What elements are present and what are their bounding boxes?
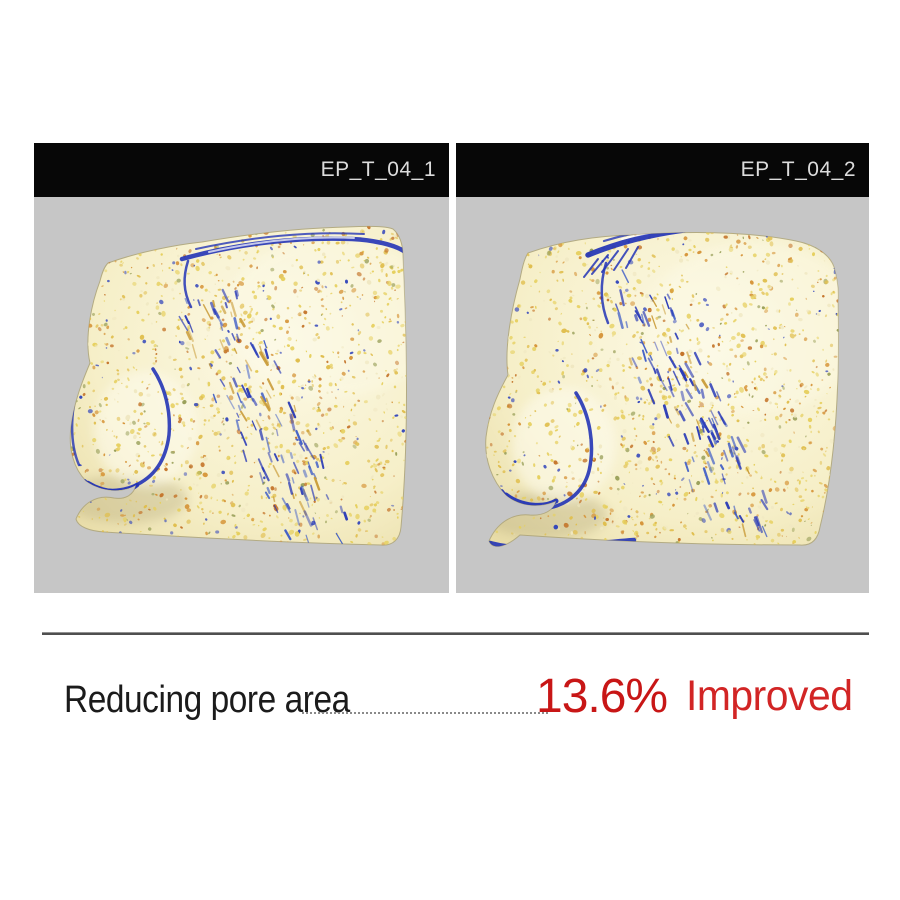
nose-highlight — [94, 371, 198, 487]
scan-panel-after-header: EP_T_04_2 — [456, 143, 869, 197]
result-label: Reducing pore area — [64, 679, 350, 721]
scan-image-before — [34, 197, 449, 593]
eye-crease-highlight — [621, 232, 787, 240]
result-status: Improved — [686, 672, 853, 720]
inner-eye-corner-line — [600, 261, 610, 325]
cheek-highlight — [646, 242, 839, 412]
pore-speckle-texture — [485, 232, 839, 547]
scan-panel-before: EP_T_04_1 — [34, 143, 449, 593]
nose-highlight — [512, 387, 616, 503]
scan-label-after: EP_T_04_2 — [740, 158, 856, 181]
scan-3d-render-before — [69, 225, 407, 546]
scan-image-after — [456, 197, 869, 593]
dotted-leader-line — [302, 710, 548, 714]
cheek-highlight — [224, 237, 407, 397]
result-row: Reducing pore area 13.6% Improved — [0, 660, 900, 724]
eye-crease-highlight — [208, 236, 355, 253]
pore-speckle-texture — [70, 226, 407, 546]
inner-eye-corner-line — [183, 259, 193, 309]
scan-label-before: EP_T_04_1 — [320, 158, 436, 181]
comparison-row: EP_T_04_1 — [34, 143, 869, 593]
eye-crease-upper-line — [195, 232, 365, 250]
scan-panel-before-header: EP_T_04_1 — [34, 143, 449, 197]
divider-line — [42, 632, 869, 635]
wrinkle-lines — [70, 232, 407, 494]
nasolabial-pore-band — [178, 288, 349, 546]
crease-fan-lines — [583, 246, 639, 278]
scan-panel-after: EP_T_04_2 — [456, 143, 869, 593]
nasolabial-pore-band — [615, 269, 769, 538]
result-value: 13.6% — [536, 670, 668, 723]
scan-3d-render-after — [485, 232, 839, 547]
